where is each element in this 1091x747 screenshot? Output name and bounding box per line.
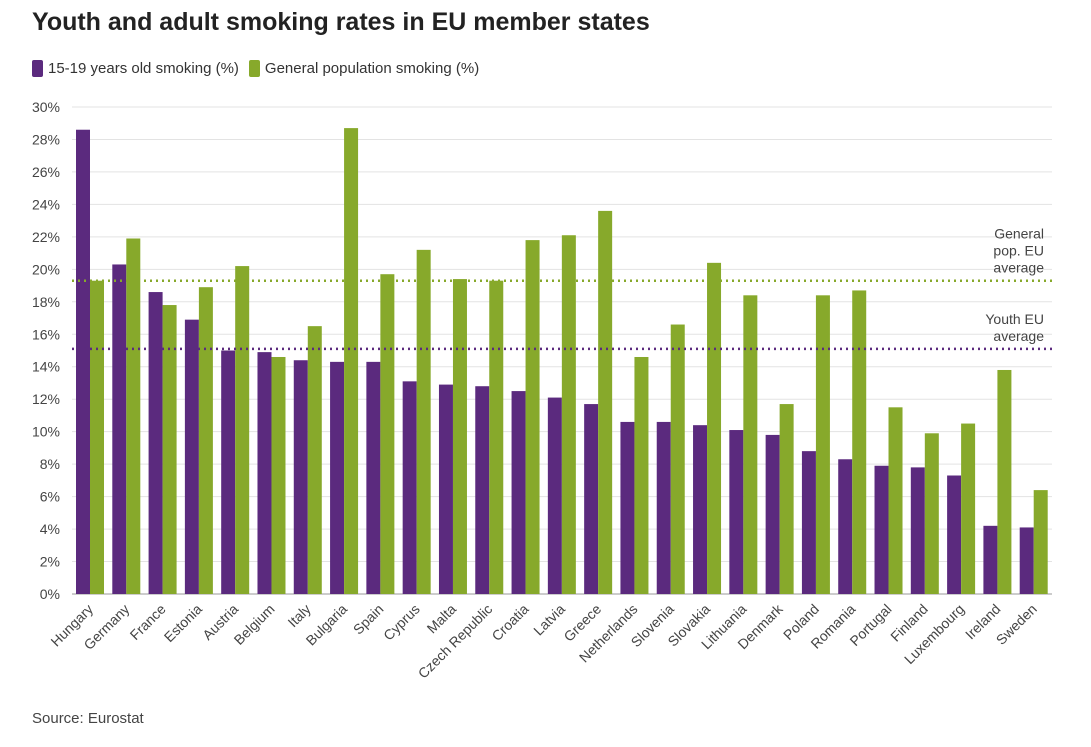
bar-general <box>489 280 504 594</box>
bar-youth <box>402 381 417 594</box>
bar-general <box>779 404 794 594</box>
bar-general <box>561 235 576 594</box>
x-tick-label: Sweden <box>993 601 1040 648</box>
bar-general <box>888 407 903 594</box>
x-tick-label: Belgium <box>231 601 278 648</box>
x-tick-label: Cyprus <box>380 601 423 644</box>
bar-youth <box>438 384 453 594</box>
bar-youth <box>838 459 853 594</box>
bar-general <box>961 423 976 594</box>
legend-swatch-general <box>248 60 260 77</box>
y-tick-label: 2% <box>40 554 60 570</box>
chart-title: Youth and adult smoking rates in EU memb… <box>32 8 650 36</box>
bar-general <box>707 262 722 594</box>
bar-general <box>924 433 939 594</box>
bar-youth <box>221 350 236 594</box>
bar-general <box>525 240 540 594</box>
average-label: Youth EU <box>985 311 1044 327</box>
legend-swatch-youth <box>32 60 43 77</box>
bar-youth <box>257 352 272 594</box>
bar-youth <box>947 475 962 594</box>
y-tick-label: 4% <box>40 521 60 537</box>
bar-general <box>380 274 395 594</box>
y-tick-label: 20% <box>32 261 60 277</box>
x-tick-label: Estonia <box>161 601 205 645</box>
bar-youth <box>910 467 925 594</box>
bar-general <box>670 324 685 594</box>
bar-general <box>90 280 104 594</box>
y-tick-label: 0% <box>40 586 60 602</box>
bar-general <box>198 287 213 594</box>
bar-general <box>815 295 830 594</box>
average-label: pop. EU <box>993 243 1044 259</box>
bar-general <box>452 279 467 594</box>
bar-youth <box>184 319 199 594</box>
legend-item-general: General population smoking (%) <box>248 60 480 77</box>
bar-youth <box>693 425 708 594</box>
y-tick-label: 10% <box>32 424 60 440</box>
bar-general <box>416 249 431 594</box>
bar-youth <box>547 397 562 594</box>
y-tick-label: 24% <box>32 196 60 212</box>
y-tick-label: 22% <box>32 229 60 245</box>
y-tick-label: 16% <box>32 326 60 342</box>
bar-general <box>634 356 649 594</box>
bar-general <box>235 266 250 594</box>
bar-youth <box>366 361 381 594</box>
y-tick-label: 12% <box>32 391 60 407</box>
y-tick-label: 18% <box>32 294 60 310</box>
bar-youth <box>584 404 599 594</box>
bar-youth <box>620 421 635 594</box>
bar-general <box>344 128 359 594</box>
legend-item-youth: 15-19 years old smoking (%) <box>32 60 239 77</box>
y-tick-label: 8% <box>40 456 60 472</box>
legend-label-general: General population smoking (%) <box>264 60 480 77</box>
average-label: General <box>994 226 1044 242</box>
bar-general <box>1033 490 1048 594</box>
y-tick-label: 6% <box>40 489 60 505</box>
bar-youth <box>475 386 490 594</box>
average-label: average <box>993 260 1044 276</box>
bar-youth <box>765 434 780 594</box>
bar-general <box>852 290 867 594</box>
average-label: average <box>993 328 1044 344</box>
bar-youth <box>112 264 127 594</box>
legend-label-youth: 15-19 years old smoking (%) <box>48 60 239 77</box>
bar-youth <box>983 525 998 594</box>
y-tick-label: 30% <box>32 99 60 115</box>
bar-youth <box>330 361 345 594</box>
y-tick-label: 26% <box>32 164 60 180</box>
bar-youth <box>874 465 889 594</box>
bar-general <box>307 326 322 594</box>
bar-youth <box>656 421 671 594</box>
bar-youth <box>801 451 816 594</box>
bar-youth <box>729 430 744 594</box>
bar-youth <box>293 360 308 594</box>
bar-youth <box>76 129 90 594</box>
source-note: Source: Eurostat <box>32 710 144 727</box>
bar-youth <box>148 292 163 594</box>
bar-general <box>598 210 613 595</box>
y-tick-label: 14% <box>32 359 60 375</box>
bar-general <box>162 305 177 594</box>
x-tick-label: Bulgaria <box>303 601 351 649</box>
legend: 15-19 years old smoking (%) General popu… <box>32 60 479 77</box>
x-tick-label: Croatia <box>488 601 531 644</box>
x-tick-label: Italy <box>284 601 313 630</box>
bar-general <box>126 238 141 595</box>
bar-youth <box>511 391 526 594</box>
bar-youth <box>1019 527 1034 594</box>
y-tick-label: 28% <box>32 131 60 147</box>
bar-general <box>997 369 1012 594</box>
bar-general <box>743 295 758 594</box>
bar-general <box>271 356 286 594</box>
